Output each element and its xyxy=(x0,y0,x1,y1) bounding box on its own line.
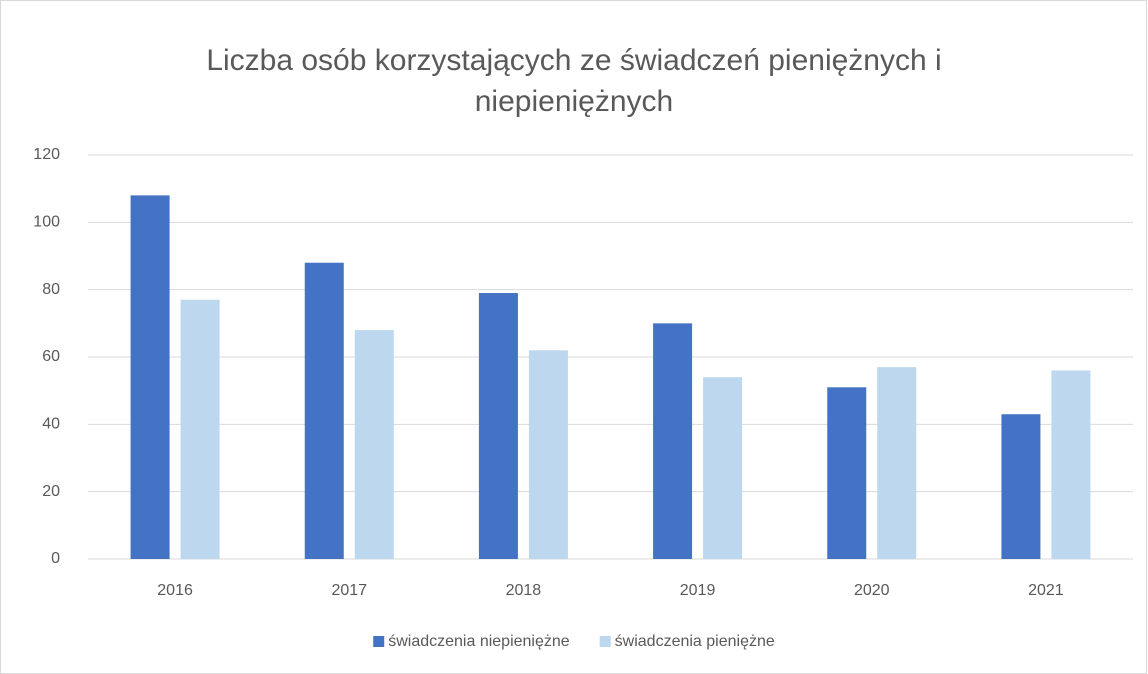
y-tick-label: 40 xyxy=(42,416,60,433)
x-tick-label: 2018 xyxy=(506,582,542,599)
y-tick-label: 120 xyxy=(33,146,60,163)
legend-label: świadczenia niepieniężne xyxy=(388,633,570,650)
bar xyxy=(354,330,394,559)
bar xyxy=(304,262,344,559)
bar xyxy=(130,195,170,559)
chart-title: Liczba osób korzystających ze świadczeń … xyxy=(206,44,942,118)
y-tick-label: 100 xyxy=(33,214,60,231)
y-tick-label: 60 xyxy=(42,348,60,365)
x-tick-label: 2017 xyxy=(331,582,367,599)
x-tick-label: 2021 xyxy=(1028,582,1064,599)
y-tick-label: 0 xyxy=(51,550,60,567)
legend-label: świadczenia pieniężne xyxy=(615,633,775,650)
y-tick-label: 80 xyxy=(42,281,60,298)
y-tick-label: 20 xyxy=(42,483,60,500)
bar xyxy=(653,323,693,559)
bar xyxy=(478,293,518,559)
bar xyxy=(528,350,568,559)
bar xyxy=(703,377,743,559)
bar xyxy=(877,367,917,559)
x-tick-label: 2016 xyxy=(157,582,193,599)
bar xyxy=(827,387,867,559)
x-tick-label: 2019 xyxy=(680,582,716,599)
bar xyxy=(1001,414,1041,559)
x-tick-label: 2020 xyxy=(854,582,890,599)
legend-swatch xyxy=(373,636,385,647)
legend-swatch xyxy=(599,636,611,647)
bar xyxy=(1051,370,1091,559)
bar xyxy=(180,299,220,559)
